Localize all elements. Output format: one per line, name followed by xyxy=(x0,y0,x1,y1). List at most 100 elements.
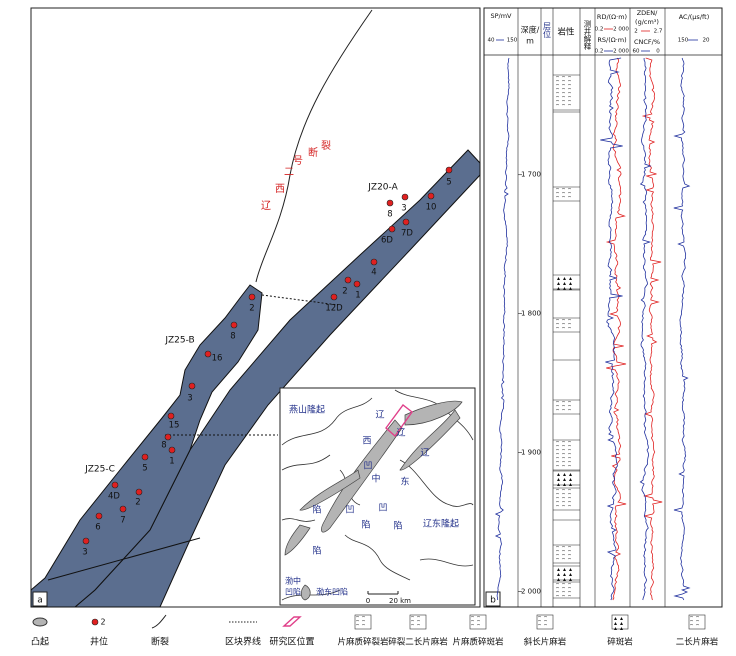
legend-label: 二长片麻岩 xyxy=(676,637,719,648)
scale-label: 150 xyxy=(507,38,518,44)
well-marker xyxy=(119,505,127,513)
track-name: SP/mV xyxy=(490,12,512,20)
block-boundary xyxy=(261,294,339,306)
scale-label: 150 xyxy=(678,38,689,44)
fault-label: 辽 xyxy=(261,200,271,212)
well-marker xyxy=(344,276,352,284)
inset-uplift xyxy=(300,584,311,601)
well-marker xyxy=(445,166,453,174)
well-marker xyxy=(135,488,143,496)
inset-label: 辽东隆起 xyxy=(423,518,459,530)
lithology-pattern xyxy=(557,277,572,290)
block-jz25 xyxy=(30,284,263,608)
legend-label: 研究区位置 xyxy=(269,636,314,648)
fault-label: 断 xyxy=(308,146,318,159)
scale-label: 2 000 xyxy=(613,49,629,55)
panel-label-box xyxy=(485,591,501,607)
well-label: 7 xyxy=(120,516,125,526)
legend-label: 井位 xyxy=(90,636,108,648)
inset-label: 陷 xyxy=(312,504,321,516)
scale-label: 20 km xyxy=(389,597,411,605)
legend-label: 碎裂二长片麻岩 xyxy=(388,637,448,648)
map-panel: a 0 20 km 燕山隆起 辽西辽辽凹中 东陷凹凹陷陷辽东隆起陷渤中凹陷 渤东凹陷 … xyxy=(30,7,481,608)
well-marker xyxy=(370,258,378,266)
interpretation-header: 测井解释 xyxy=(583,20,592,52)
legend-label: 片麻质碎斑岩 xyxy=(452,637,504,648)
inset-depression xyxy=(284,524,311,556)
block-jz20a xyxy=(73,149,481,608)
legend-icon xyxy=(409,614,427,630)
well-label: 3 xyxy=(187,394,192,404)
fault-label: 西 xyxy=(275,184,285,195)
track-name: AC/(μs/ft) xyxy=(679,13,710,21)
inset-depression xyxy=(404,400,463,426)
legend-icon xyxy=(282,616,302,627)
inset-map: 0 20 km 燕山隆起 辽西辽辽凹中 东陷凹凹陷陷辽东隆起陷渤中凹陷 渤东凹陷 xyxy=(279,387,476,606)
legend-label: 断裂 xyxy=(151,636,169,648)
legend-label: 区块界线 xyxy=(225,636,261,648)
legend-pattern xyxy=(537,616,548,626)
well-marker xyxy=(111,481,119,489)
well-label: 1 xyxy=(169,457,174,467)
well-label: 2 xyxy=(342,287,347,297)
scale-label: 2.7 xyxy=(654,29,663,35)
depth-tick-label: 1 700 xyxy=(521,171,541,179)
well-marker xyxy=(82,537,90,545)
well-label: 8 xyxy=(387,210,392,220)
inset-label: 辽 xyxy=(396,428,405,439)
legend-icon xyxy=(536,614,554,630)
well-label: 5 xyxy=(142,464,147,474)
well-label: 2 xyxy=(249,304,254,314)
inset-depression xyxy=(399,409,461,471)
lithology-pattern xyxy=(555,76,572,106)
track-name: ZDEN/ xyxy=(637,9,658,17)
well-marker xyxy=(204,350,212,358)
legend-pattern xyxy=(410,616,421,626)
well-label: 8 xyxy=(230,332,235,342)
log-curve xyxy=(673,57,691,601)
track-name: (g/cm³) xyxy=(635,18,659,26)
inset-label: 燕山隆起 xyxy=(289,404,325,416)
well-marker xyxy=(402,218,410,226)
inset-label: 凹 xyxy=(345,506,354,516)
scale-label: 60 xyxy=(633,49,640,55)
boundary-line xyxy=(47,537,201,581)
well-marker xyxy=(95,512,103,520)
lithology-pattern xyxy=(555,546,572,560)
well-marker xyxy=(167,412,175,420)
legend-label: 片麻质碎裂岩 xyxy=(337,637,389,648)
log-curve xyxy=(600,57,623,601)
scale-label: 0.2 xyxy=(595,49,604,55)
inset-label: 陷 xyxy=(393,520,402,532)
scale-label: 2 000 xyxy=(613,27,629,33)
panel-label: b xyxy=(490,596,496,606)
track-name: RD/(Ω·m) xyxy=(597,13,627,21)
legend-icon xyxy=(32,617,48,627)
fault-label: 二 xyxy=(284,167,294,178)
legend-icon xyxy=(469,614,487,630)
lithology-pattern xyxy=(555,401,572,411)
well-marker xyxy=(330,293,338,301)
panel-label-box xyxy=(32,591,48,607)
block-label: JZ25-C xyxy=(84,465,115,475)
scale-label: 2 xyxy=(634,29,638,35)
depth-header: 深度/ xyxy=(521,25,540,35)
lithology-pattern xyxy=(555,441,572,467)
fault-label: 裂 xyxy=(321,139,331,152)
legend-icon xyxy=(151,614,167,629)
well-label: 6 xyxy=(95,523,100,533)
horizon-header: 层位 xyxy=(543,22,552,38)
depth-header: m xyxy=(526,37,534,46)
well-marker xyxy=(427,192,435,200)
well-label: 4D xyxy=(108,492,120,502)
well-label: 6D xyxy=(381,236,393,246)
panel-label: a xyxy=(37,596,43,606)
well-marker xyxy=(353,280,361,288)
inset-label: 凹陷 xyxy=(285,587,301,597)
scale-label: 0 xyxy=(366,597,370,605)
lithology-pattern xyxy=(555,188,572,198)
well-marker xyxy=(168,446,176,454)
well-label: 16 xyxy=(212,354,223,364)
depth-tick-label: 1 900 xyxy=(521,449,541,457)
